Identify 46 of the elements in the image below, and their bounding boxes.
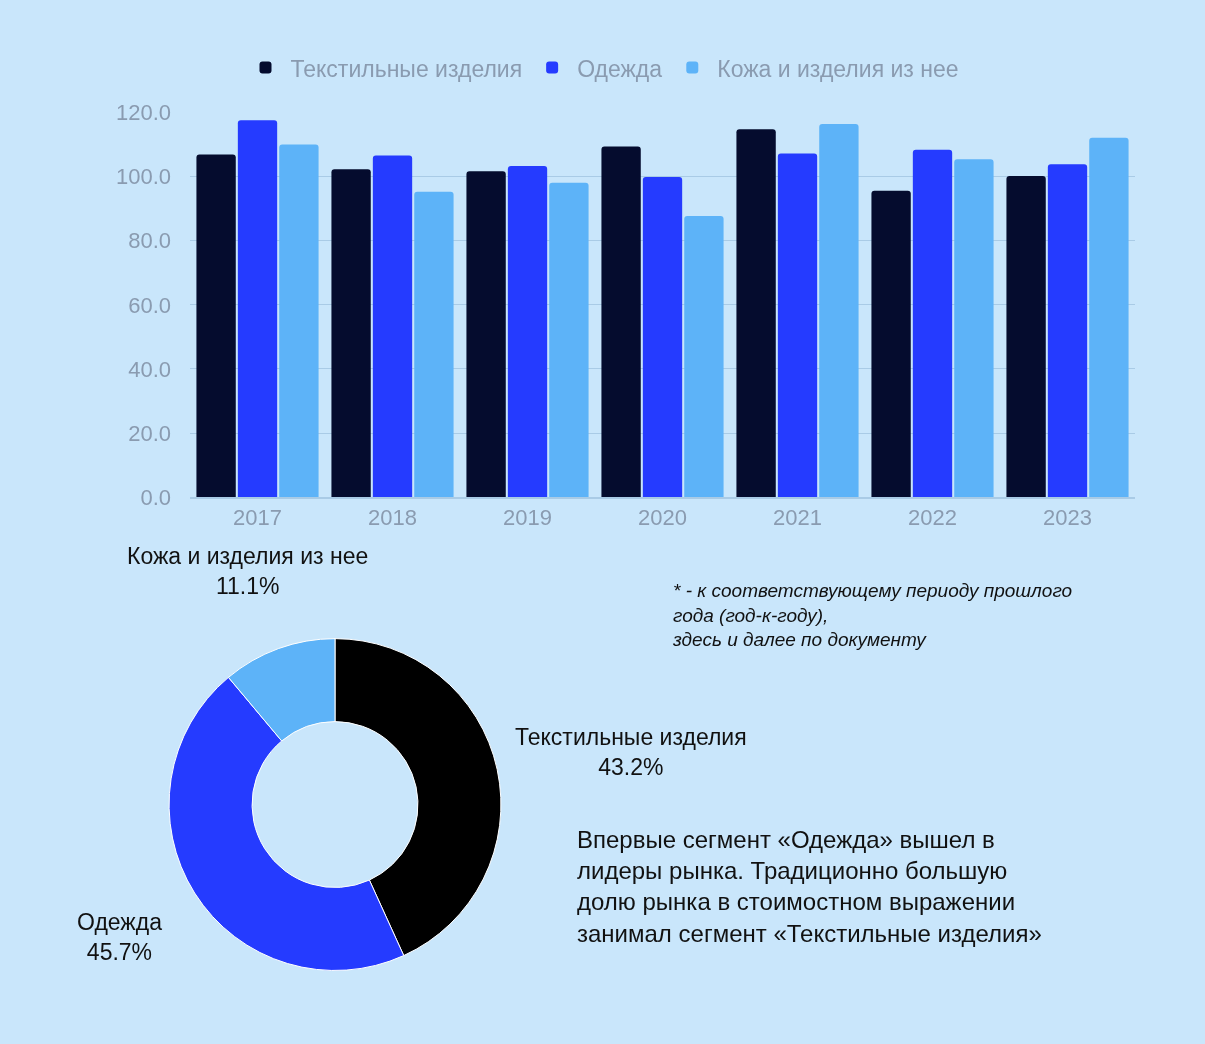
bar: [372, 155, 413, 498]
bar: [601, 146, 641, 498]
bar: [871, 190, 911, 498]
y-tick-label: 120.0: [115, 100, 171, 126]
x-tick-label: 2017: [233, 505, 282, 531]
bar: [777, 153, 818, 498]
x-tick-label: 2022: [908, 505, 957, 531]
bar: [1006, 175, 1046, 498]
slice-label: Кожа и изделия из нее: [127, 543, 369, 569]
bar: [549, 182, 589, 498]
legend-label: Кожа и изделия из нее: [717, 55, 959, 82]
bar: [684, 216, 724, 498]
x-tick-label: 2023: [1043, 505, 1092, 531]
data-label: 11.1%: [215, 572, 280, 599]
bar: [414, 191, 454, 498]
data-label: 43.2%: [598, 753, 664, 780]
legend-label: Текстильные изделия: [290, 55, 523, 82]
y-tick-label: 80.0: [128, 228, 171, 254]
y-tick-label: 100.0: [115, 164, 171, 190]
text: * - к соответствующему периоду прошлого года (год-к-году), здесь и далее по документу: [672, 580, 1073, 651]
bar: [912, 149, 953, 498]
x-tick-label: 2018: [368, 505, 417, 531]
x-tick-label: 2020: [638, 505, 687, 531]
text: Впервые сегмент «Одежда» вышел в лидеры рынка. Традиционно большую долю рынка в стоимостном выражении занимал сегмент «Текстильные изделия»: [577, 826, 1042, 947]
bar: [736, 129, 776, 498]
bar: [196, 154, 236, 498]
y-tick-label: 60.0: [128, 292, 171, 318]
bar: [331, 169, 371, 498]
slice-label: Одежда: [77, 909, 163, 935]
bar: [1047, 164, 1088, 498]
bar: [954, 159, 994, 498]
slice-label: Текстильные изделия: [515, 724, 747, 750]
y-tick-label: 0.0: [140, 484, 171, 510]
bar: [279, 144, 319, 498]
y-tick-label: 20.0: [128, 420, 171, 446]
bar: [466, 171, 506, 498]
x-tick-label: 2021: [773, 505, 822, 531]
bar: [507, 166, 548, 498]
bar: [1089, 137, 1129, 498]
data-label: 45.7%: [86, 938, 153, 965]
bar: [819, 124, 859, 498]
x-tick-label: 2019: [503, 505, 552, 531]
bar: [642, 176, 683, 498]
legend-label: Одежда: [577, 55, 663, 82]
y-tick-label: 40.0: [128, 356, 171, 382]
bar: [237, 120, 278, 498]
